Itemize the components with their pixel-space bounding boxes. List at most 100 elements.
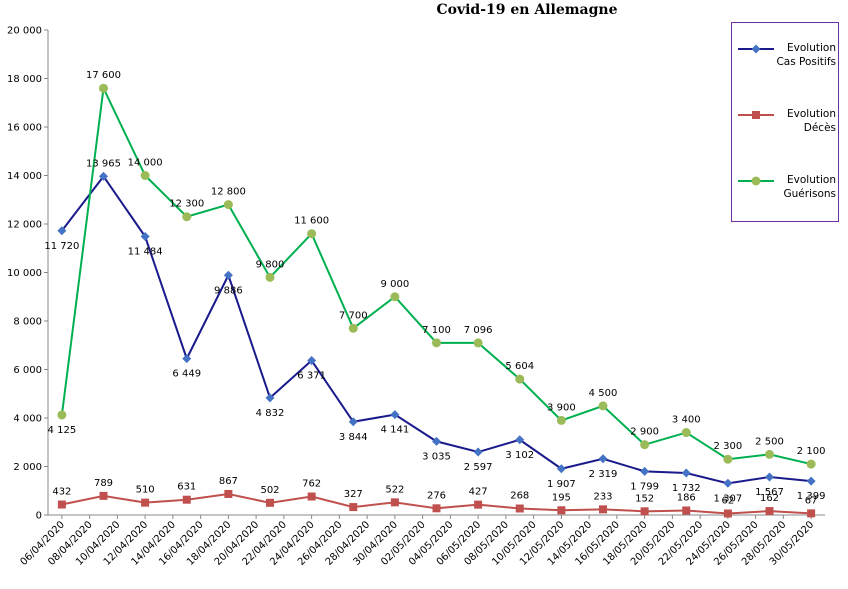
marker [57, 500, 66, 509]
data-label: 2 319 [589, 469, 618, 480]
data-label: 7 100 [422, 325, 451, 336]
marker [265, 393, 275, 403]
legend-item: Evolution Cas Positifs [732, 41, 840, 81]
marker [307, 492, 316, 501]
legend: Evolution Cas Positifs Evolution Décès Evo… [731, 22, 839, 222]
data-label: 195 [552, 492, 571, 503]
data-label: 3 400 [672, 415, 701, 426]
marker [348, 323, 358, 333]
marker [432, 338, 441, 348]
data-label: 1 399 [797, 491, 826, 502]
marker [140, 171, 150, 180]
legend-swatch [738, 176, 774, 186]
legend-marker [751, 44, 761, 54]
marker [474, 500, 483, 509]
legend-swatch [738, 111, 774, 119]
y-tick-label: 14 000 [7, 171, 42, 182]
data-label: 4 141 [381, 425, 410, 436]
marker [682, 506, 691, 515]
legend-label: Evolution Guérisons [783, 174, 836, 200]
marker [806, 476, 816, 486]
data-label: 186 [677, 492, 696, 503]
data-label: 7 700 [339, 310, 368, 321]
data-label: 5 604 [505, 361, 534, 372]
data-label: 9 000 [381, 279, 410, 290]
data-label: 1 567 [755, 487, 784, 498]
marker [723, 478, 733, 488]
marker [99, 83, 108, 93]
marker [723, 509, 732, 518]
data-label: 502 [260, 485, 279, 496]
marker [515, 374, 525, 384]
data-label: 2 500 [755, 436, 784, 447]
marker [141, 498, 150, 507]
data-label: 762 [302, 479, 321, 490]
data-label: 3 102 [505, 450, 534, 461]
marker [349, 503, 358, 512]
data-label: 268 [510, 491, 529, 502]
data-label: 62 [722, 495, 735, 506]
marker [390, 292, 400, 302]
data-label: 2 900 [630, 427, 659, 438]
marker [599, 505, 607, 514]
data-label: 6 449 [172, 369, 201, 380]
data-label: 3 844 [339, 432, 368, 443]
marker [598, 401, 608, 411]
marker [182, 212, 192, 222]
chart-title: Covid-19 en Allemagne [436, 2, 617, 18]
series-line [60, 84, 812, 466]
data-label: 9 800 [256, 259, 285, 270]
marker [266, 498, 274, 507]
marker [390, 410, 400, 420]
data-label: 2 597 [464, 462, 493, 473]
data-label: 17 600 [86, 70, 121, 81]
marker [765, 449, 774, 459]
data-label: 11 720 [44, 241, 79, 252]
marker [681, 428, 691, 438]
marker [515, 435, 525, 445]
y-tick-label: 6 000 [13, 365, 42, 376]
data-label: 6 371 [297, 371, 326, 382]
legend-label: Evolution Cas Positifs [776, 42, 836, 68]
marker [57, 410, 67, 420]
marker [223, 270, 233, 280]
marker [57, 226, 67, 236]
data-label: 2 300 [714, 441, 743, 452]
marker [224, 489, 233, 498]
data-label: 12 300 [169, 199, 204, 210]
data-label: 233 [593, 491, 612, 502]
marker [390, 498, 399, 507]
legend-marker [752, 111, 760, 119]
data-label: 67 [805, 495, 818, 506]
marker [806, 459, 816, 469]
data-label: 11 484 [128, 247, 163, 258]
data-label: 867 [219, 476, 238, 487]
marker [640, 466, 650, 476]
data-label: 3 900 [547, 402, 576, 413]
marker [99, 171, 108, 181]
marker [223, 200, 233, 210]
marker [765, 507, 774, 516]
y-tick-label: 0 [36, 511, 42, 522]
y-tick-label: 20 000 [7, 26, 42, 37]
marker [182, 495, 191, 504]
marker [432, 504, 441, 513]
data-label: 276 [427, 490, 446, 501]
data-label: 9 886 [214, 285, 243, 296]
marker [515, 504, 524, 513]
marker [473, 338, 483, 348]
data-label: 12 800 [211, 187, 246, 198]
y-tick-label: 4 000 [13, 414, 42, 425]
marker [140, 232, 150, 242]
marker [765, 472, 774, 482]
data-label: 522 [385, 484, 404, 495]
data-label: 789 [94, 478, 113, 489]
marker [807, 509, 816, 518]
marker [307, 229, 317, 239]
data-label: 327 [344, 489, 363, 500]
data-label: 427 [469, 487, 488, 498]
data-label: 4 125 [48, 425, 77, 436]
data-label: 510 [136, 485, 155, 496]
data-label: 13 965 [86, 158, 121, 169]
legend-label: Evolution Décès [787, 108, 836, 134]
